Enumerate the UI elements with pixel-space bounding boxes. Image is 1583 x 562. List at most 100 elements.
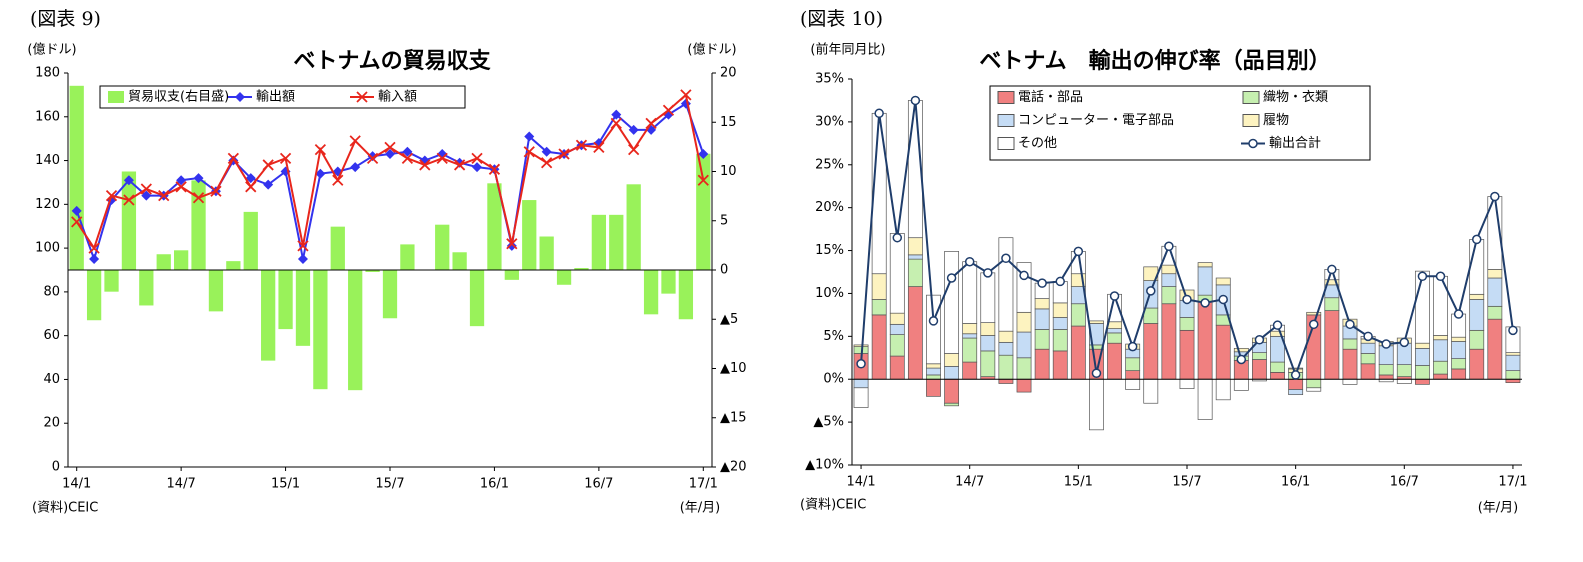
y2-tick-label: ▲15 — [720, 410, 747, 425]
bar — [1125, 370, 1141, 380]
bar — [1107, 321, 1122, 329]
bar — [313, 270, 328, 390]
bar — [69, 85, 84, 271]
bar — [980, 350, 996, 377]
bar — [1306, 311, 1322, 316]
marker-stroke — [401, 152, 414, 165]
marker — [628, 124, 639, 135]
x-tick-label: 15/1 — [1064, 475, 1093, 490]
bar — [191, 180, 206, 270]
bar — [139, 270, 154, 306]
y2-tick-label: ▲10 — [720, 361, 747, 376]
marker — [697, 174, 709, 186]
bar — [86, 270, 102, 321]
bar — [853, 344, 869, 347]
y-tick-label: 10% — [815, 286, 844, 301]
marker — [367, 151, 378, 162]
bar — [1469, 299, 1485, 331]
bar — [1414, 365, 1430, 380]
legend-label: 輸出額 — [256, 90, 295, 105]
marker — [263, 179, 274, 190]
marker — [1345, 319, 1355, 330]
bar — [1107, 342, 1122, 380]
bar — [1161, 286, 1177, 305]
bar — [980, 272, 996, 323]
marker — [1453, 309, 1464, 319]
marker — [1290, 370, 1301, 380]
bar — [1197, 301, 1213, 380]
y-tick-label: 40 — [43, 372, 60, 387]
bar — [1469, 293, 1485, 300]
marker — [698, 148, 709, 159]
bar — [1270, 330, 1285, 337]
bar — [104, 270, 119, 292]
bar — [1378, 374, 1394, 380]
bar — [1034, 298, 1050, 310]
legend-swatch — [997, 91, 1015, 104]
x-tick-label: 15/7 — [1172, 475, 1201, 490]
bar — [1252, 359, 1267, 380]
marker — [314, 143, 327, 156]
marker — [1399, 337, 1410, 348]
legend-label: 電話・部品 — [1018, 89, 1083, 105]
bar — [998, 237, 1014, 332]
marker-stroke — [245, 181, 257, 193]
marker — [297, 240, 309, 252]
bar — [1306, 378, 1322, 389]
legend-label: 貿易収支(右目盛) — [128, 90, 229, 105]
bar — [539, 236, 554, 270]
bar — [1469, 239, 1485, 295]
y2-tick-label: 10 — [720, 164, 737, 179]
legend-label: 輸入額 — [378, 90, 417, 105]
bar — [1179, 317, 1195, 331]
marker — [523, 146, 535, 158]
marker — [645, 117, 657, 129]
marker-stroke — [356, 91, 368, 103]
bar — [1197, 266, 1213, 296]
marker — [279, 152, 292, 165]
bar — [962, 337, 978, 363]
bar — [226, 261, 241, 270]
bar — [452, 252, 467, 270]
y2-tick-label: ▲5 — [720, 312, 738, 327]
bar — [1360, 342, 1376, 354]
bar — [1016, 357, 1032, 380]
y-tick-label: ▲5% — [813, 415, 844, 430]
marker — [558, 148, 570, 160]
y-tick-label: ▲10% — [805, 458, 844, 473]
bar — [1342, 378, 1358, 385]
marker-stroke — [453, 159, 466, 171]
bar — [156, 254, 171, 270]
marker — [1164, 241, 1174, 252]
marker — [192, 192, 205, 204]
marker — [332, 174, 344, 186]
marker — [1490, 191, 1500, 202]
y-tick-label: 160 — [35, 109, 60, 124]
bar — [998, 330, 1014, 343]
marker — [454, 157, 465, 168]
marker — [1272, 320, 1283, 330]
legend-label: その他 — [1018, 136, 1057, 151]
marker-stroke — [575, 139, 588, 151]
bar — [871, 314, 887, 380]
legend-box — [99, 85, 466, 109]
marker-stroke — [384, 141, 396, 154]
marker — [472, 162, 483, 173]
y-tick-label: 5% — [823, 329, 844, 344]
bar — [907, 286, 923, 380]
marker-stroke — [645, 117, 657, 129]
marker — [610, 117, 622, 129]
marker — [176, 175, 187, 186]
marker — [856, 359, 866, 369]
x-tick-label: 17/1 — [1498, 475, 1527, 490]
y-tick-label: 180 — [35, 66, 60, 81]
bar — [1197, 378, 1213, 420]
marker-stroke — [262, 159, 274, 171]
y-tick-label: 35% — [815, 72, 844, 87]
bar — [243, 211, 258, 270]
panel-label: (図表 10) — [800, 8, 883, 30]
marker — [1417, 271, 1428, 282]
bar — [998, 378, 1014, 384]
marker-stroke — [71, 216, 83, 228]
bar — [889, 233, 905, 314]
